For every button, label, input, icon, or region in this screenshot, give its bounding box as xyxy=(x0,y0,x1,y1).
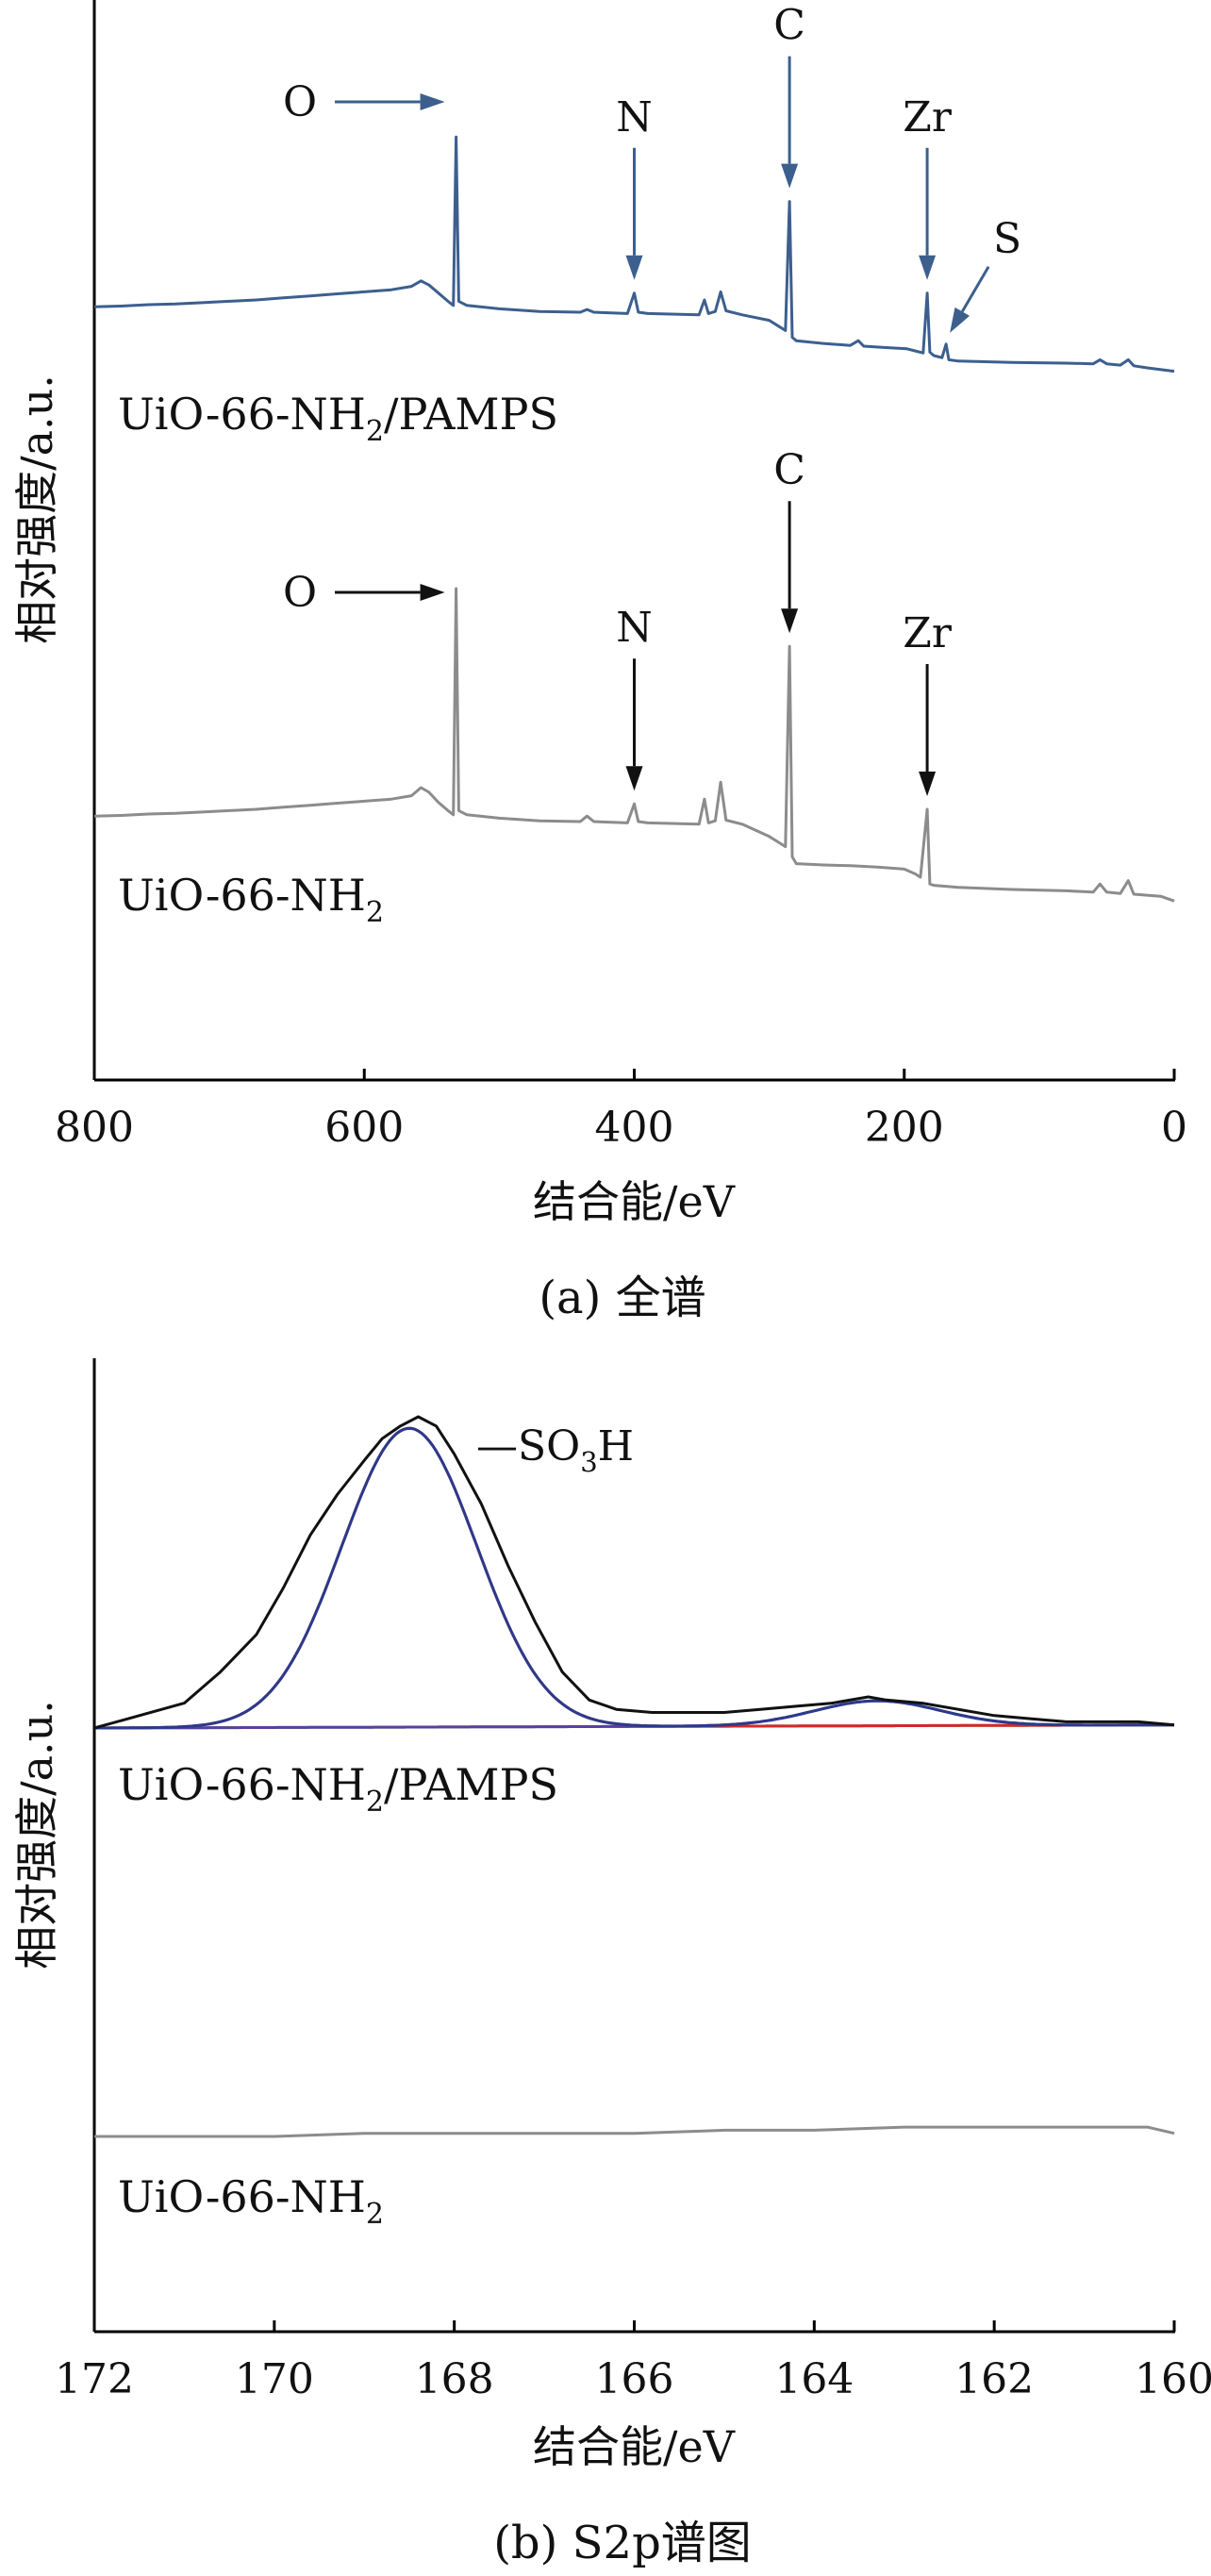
fit-envelope-line xyxy=(94,1426,1174,1730)
series-line-uio-66-nh2-pamps xyxy=(93,1415,1175,1730)
annotation-label: C xyxy=(773,2,805,50)
x-tick-label: 164 xyxy=(774,2355,854,2403)
panel-a-series-labels: UiO-66-NH2/PAMPS UiO-66-NH2 xyxy=(118,389,558,929)
series-label-uio-66-nh2-pamps: UiO-66-NH2/PAMPS xyxy=(118,389,558,448)
x-tick-label: 400 xyxy=(595,1104,674,1152)
annotation-zr-uio-66-nh2-pamps: Zr xyxy=(903,93,953,280)
annotation-so3h-label: —SO3H xyxy=(476,1422,634,1478)
panel-b: 172 170 168 166 164 162 160 —SO3H UiO-66-NH2/P… xyxy=(11,1358,1211,2569)
series-line-uio-66-nh2 xyxy=(93,587,1175,903)
annotation-arrow xyxy=(335,93,445,110)
x-tick-label: 0 xyxy=(1161,1104,1187,1152)
annotation-arrow xyxy=(919,664,937,796)
x-tick-label: 600 xyxy=(324,1104,404,1152)
annotation-arrow xyxy=(625,658,643,791)
annotation-n-uio-66-nh2: N xyxy=(616,604,653,791)
panel-a-y-axis-label: 相对强度/a.u. xyxy=(11,374,62,644)
panel-b-annotations: —SO3H xyxy=(476,1422,634,1478)
annotation-s-uio-66-nh2-pamps: S xyxy=(950,215,1021,333)
annotation-arrow xyxy=(919,147,937,280)
annotation-label: Zr xyxy=(903,609,953,657)
panel-b-y-axis-label: 相对强度/a.u. xyxy=(11,1700,62,1969)
annotation-label: N xyxy=(616,604,653,652)
annotation-label: C xyxy=(773,446,805,494)
x-tick-label: 200 xyxy=(865,1104,944,1152)
panel-b-series xyxy=(93,1415,1175,2138)
x-tick-label: 162 xyxy=(954,2355,1034,2403)
annotation-label: O xyxy=(283,78,317,126)
x-tick-label: 168 xyxy=(415,2355,494,2403)
annotation-o-uio-66-nh2: O xyxy=(283,569,445,617)
series-line-uio-66-nh2 xyxy=(94,2125,1175,2138)
annotation-o-uio-66-nh2-pamps: O xyxy=(283,78,445,126)
series-line-uio-66-nh2-pamps xyxy=(93,135,1175,374)
annotation-n-uio-66-nh2-pamps: N xyxy=(616,93,653,280)
x-tick-label: 170 xyxy=(235,2355,314,2403)
annotation-label: S xyxy=(993,215,1021,263)
annotation-arrow xyxy=(781,56,799,189)
annotation-c-uio-66-nh2-pamps: C xyxy=(773,2,805,189)
annotation-arrow xyxy=(625,147,643,280)
x-tick-label: 172 xyxy=(55,2355,134,2403)
series-label-uio-66-nh2: UiO-66-NH2 xyxy=(118,870,384,929)
annotation-so3h: —SO3H xyxy=(476,1422,634,1478)
panel-a-series xyxy=(93,135,1175,903)
panel-b-series-labels: UiO-66-NH2/PAMPS UiO-66-NH2 xyxy=(118,1759,558,2231)
annotation-zr-uio-66-nh2: Zr xyxy=(903,609,953,796)
panel-b-x-ticks: 172 170 168 166 164 162 160 xyxy=(55,2320,1211,2403)
panel-a: 800 600 400 200 0 O N C Zr S O N C Zr UiO-66-NH2/PAM… xyxy=(11,0,1187,1324)
panel-a-annotations: O N C Zr S O N C Zr xyxy=(283,2,1021,796)
panel-a-x-axis-label: 结合能/eV xyxy=(533,1176,736,1227)
series-label-uio-66-nh2: UiO-66-NH2 xyxy=(118,2171,384,2231)
series-label-uio-66-nh2-pamps: UiO-66-NH2/PAMPS xyxy=(118,1759,558,1819)
x-tick-label: 160 xyxy=(1135,2355,1211,2403)
annotation-arrow xyxy=(335,584,445,601)
annotation-arrow xyxy=(950,266,990,333)
annotation-label: O xyxy=(283,569,317,617)
annotation-c-uio-66-nh2: C xyxy=(773,446,805,634)
x-tick-label: 166 xyxy=(595,2355,674,2403)
annotation-label: N xyxy=(616,93,653,141)
panel-a-x-ticks: 800 600 400 200 0 xyxy=(55,1069,1187,1152)
panel-b-x-axis-label: 结合能/eV xyxy=(533,2421,736,2472)
x-tick-label: 800 xyxy=(55,1104,134,1152)
panel-b-caption: (b) S2p谱图 xyxy=(493,2517,752,2569)
annotation-arrow xyxy=(781,501,799,634)
panel-a-caption: (a) 全谱 xyxy=(539,1271,705,1324)
annotation-label: Zr xyxy=(903,93,953,141)
